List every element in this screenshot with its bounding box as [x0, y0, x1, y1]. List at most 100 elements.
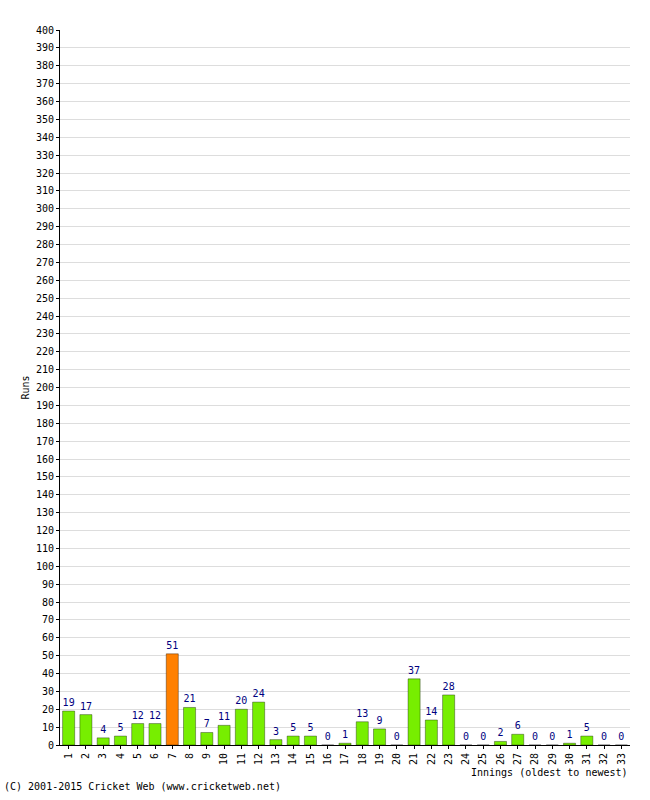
svg-text:15: 15 [305, 753, 316, 765]
svg-text:19: 19 [374, 753, 385, 765]
svg-text:17: 17 [339, 753, 350, 765]
svg-text:0: 0 [618, 731, 624, 742]
svg-text:90: 90 [42, 579, 54, 590]
svg-text:17: 17 [80, 701, 92, 712]
svg-text:3: 3 [97, 753, 108, 759]
svg-text:33: 33 [616, 753, 627, 765]
svg-text:23: 23 [443, 753, 454, 765]
svg-text:160: 160 [36, 454, 54, 465]
svg-text:400: 400 [36, 25, 54, 36]
svg-text:25: 25 [477, 753, 488, 765]
svg-text:12: 12 [149, 710, 161, 721]
svg-text:130: 130 [36, 507, 54, 518]
svg-text:32: 32 [598, 753, 609, 765]
svg-text:40: 40 [42, 668, 54, 679]
svg-text:3: 3 [273, 726, 279, 737]
svg-text:210: 210 [36, 364, 54, 375]
svg-text:340: 340 [36, 132, 54, 143]
svg-text:2: 2 [497, 727, 503, 738]
svg-text:11: 11 [218, 711, 230, 722]
svg-text:0: 0 [394, 731, 400, 742]
svg-text:260: 260 [36, 275, 54, 286]
svg-text:27: 27 [512, 753, 523, 765]
svg-text:0: 0 [325, 731, 331, 742]
svg-text:390: 390 [36, 42, 54, 53]
svg-text:1: 1 [63, 753, 74, 759]
svg-text:29: 29 [547, 753, 558, 765]
svg-text:Runs: Runs [20, 375, 31, 399]
svg-text:0: 0 [549, 731, 555, 742]
svg-text:170: 170 [36, 436, 54, 447]
svg-text:110: 110 [36, 543, 54, 554]
svg-text:4: 4 [100, 724, 106, 735]
svg-text:80: 80 [42, 597, 54, 608]
svg-text:5: 5 [132, 753, 143, 759]
svg-text:0: 0 [463, 731, 469, 742]
svg-text:8: 8 [184, 753, 195, 759]
svg-text:1: 1 [342, 729, 348, 740]
svg-text:18: 18 [357, 753, 368, 765]
svg-text:28: 28 [443, 681, 455, 692]
svg-text:10: 10 [42, 722, 54, 733]
svg-text:28: 28 [529, 753, 540, 765]
svg-text:24: 24 [460, 753, 471, 765]
svg-text:30: 30 [42, 686, 54, 697]
svg-text:360: 360 [36, 96, 54, 107]
svg-text:7: 7 [167, 753, 178, 759]
svg-text:20: 20 [235, 695, 247, 706]
svg-text:10: 10 [218, 753, 229, 765]
svg-text:240: 240 [36, 311, 54, 322]
svg-text:9: 9 [201, 753, 212, 759]
svg-text:37: 37 [408, 665, 420, 676]
svg-text:380: 380 [36, 60, 54, 71]
svg-text:350: 350 [36, 114, 54, 125]
svg-text:200: 200 [36, 382, 54, 393]
svg-text:9: 9 [377, 715, 383, 726]
svg-text:220: 220 [36, 346, 54, 357]
svg-text:0: 0 [601, 731, 607, 742]
svg-text:6: 6 [149, 753, 160, 759]
svg-text:230: 230 [36, 328, 54, 339]
svg-text:60: 60 [42, 632, 54, 643]
svg-text:12: 12 [253, 753, 264, 765]
svg-text:50: 50 [42, 650, 54, 661]
svg-text:22: 22 [426, 753, 437, 765]
svg-text:7: 7 [204, 718, 210, 729]
svg-text:13: 13 [270, 753, 281, 765]
svg-text:13: 13 [356, 708, 368, 719]
svg-text:180: 180 [36, 418, 54, 429]
svg-text:19: 19 [63, 697, 75, 708]
svg-text:30: 30 [564, 753, 575, 765]
svg-text:20: 20 [42, 704, 54, 715]
svg-text:5: 5 [117, 722, 123, 733]
svg-text:140: 140 [36, 489, 54, 500]
svg-text:70: 70 [42, 614, 54, 625]
svg-text:20: 20 [391, 753, 402, 765]
svg-text:14: 14 [287, 753, 298, 765]
svg-text:270: 270 [36, 257, 54, 268]
svg-text:(C) 2001-2015 Cricket Web (www: (C) 2001-2015 Cricket Web (www.cricketwe… [4, 781, 281, 792]
svg-text:31: 31 [581, 753, 592, 765]
svg-text:12: 12 [132, 710, 144, 721]
svg-text:26: 26 [495, 753, 506, 765]
svg-text:6: 6 [515, 720, 521, 731]
svg-text:21: 21 [408, 753, 419, 765]
svg-text:290: 290 [36, 221, 54, 232]
svg-text:1: 1 [567, 729, 573, 740]
svg-text:300: 300 [36, 203, 54, 214]
svg-text:5: 5 [584, 722, 590, 733]
svg-text:16: 16 [322, 753, 333, 765]
svg-text:2: 2 [80, 753, 91, 759]
svg-text:0: 0 [48, 740, 54, 751]
svg-text:51: 51 [166, 640, 178, 651]
svg-text:0: 0 [532, 731, 538, 742]
svg-text:330: 330 [36, 150, 54, 161]
svg-text:14: 14 [425, 706, 437, 717]
svg-text:Innings (oldest to newest): Innings (oldest to newest) [471, 767, 628, 778]
svg-text:150: 150 [36, 471, 54, 482]
svg-text:4: 4 [115, 753, 126, 759]
svg-text:120: 120 [36, 525, 54, 536]
svg-text:11: 11 [236, 753, 247, 765]
svg-text:280: 280 [36, 239, 54, 250]
svg-text:320: 320 [36, 168, 54, 179]
